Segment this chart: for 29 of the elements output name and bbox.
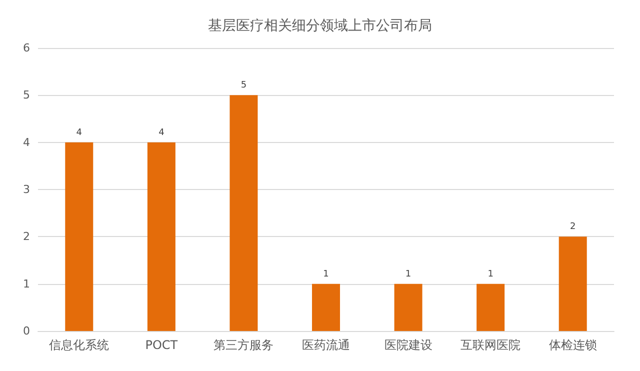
data-label: 4 <box>158 128 165 138</box>
x-tick-label: 信息化系统 <box>49 338 110 352</box>
chart-title: 基层医疗相关细分领域上市公司布局 <box>208 18 432 34</box>
bar <box>558 236 587 331</box>
bar <box>394 284 422 331</box>
y-tick-label: 1 <box>23 277 30 290</box>
data-label: 1 <box>323 269 329 280</box>
data-label: 2 <box>570 222 576 232</box>
y-tick-label: 0 <box>23 324 30 338</box>
y-tick-label: 4 <box>23 136 30 149</box>
bar <box>476 284 505 331</box>
bar <box>230 95 258 331</box>
bar <box>312 284 340 331</box>
bar <box>147 142 176 331</box>
data-label: 4 <box>76 128 82 138</box>
data-label: 5 <box>240 80 247 91</box>
data-label: 1 <box>488 269 494 280</box>
y-tick-label: 2 <box>23 230 30 244</box>
data-label: 1 <box>405 269 412 280</box>
x-tick-label: POCT <box>145 338 178 352</box>
y-tick-label: 3 <box>23 183 30 196</box>
x-tick-label: 体检连锁 <box>548 338 597 352</box>
bar <box>65 142 94 331</box>
x-tick-label: 互联网医院 <box>460 338 521 352</box>
y-tick-label: 6 <box>23 42 30 54</box>
x-tick-label: 第三方服务 <box>214 338 274 352</box>
x-tick-label: 医药流通 <box>302 338 350 352</box>
y-tick-label: 5 <box>23 88 30 102</box>
x-tick-label: 医院建设 <box>384 338 432 352</box>
